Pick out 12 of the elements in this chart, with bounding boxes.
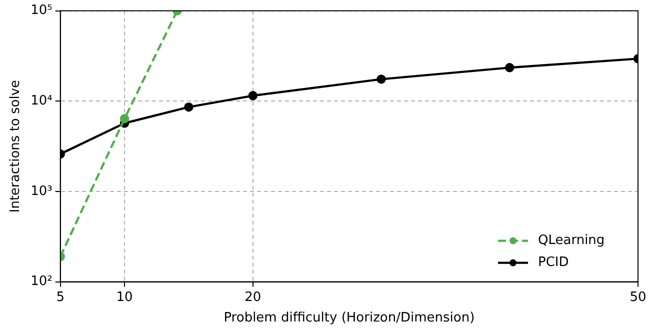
y-tick-label: 10² bbox=[30, 274, 52, 290]
legend-label: QLearning bbox=[538, 233, 605, 248]
x-tick-label: 10 bbox=[116, 290, 133, 305]
y-tick-label: 10³ bbox=[30, 184, 52, 199]
y-tick-label: 10⁵ bbox=[30, 3, 52, 18]
x-tick-label: 5 bbox=[56, 290, 64, 305]
x-tick-label: 50 bbox=[630, 290, 646, 305]
legend-label: PCID bbox=[538, 255, 569, 270]
x-tick-label: 20 bbox=[244, 290, 262, 305]
y-axis-title: Interactions to solve bbox=[8, 80, 24, 213]
x-axis-title: Problem difficulty (Horizon/Dimension) bbox=[224, 310, 475, 326]
y-tick-label: 10⁴ bbox=[30, 94, 52, 109]
